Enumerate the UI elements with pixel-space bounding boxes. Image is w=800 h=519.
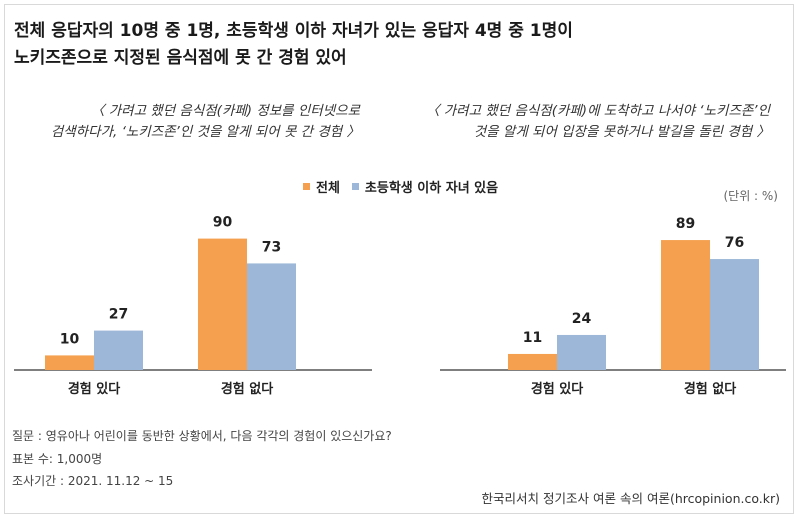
data-label-panel2-1-series2: 24 <box>572 311 592 327</box>
data-label-panel2-1-series1: 11 <box>523 330 542 346</box>
sample-size: 표본 수: 1,000명 <box>12 451 103 466</box>
category-label-panel1-2: 경험 없다 <box>221 381 273 397</box>
survey-notes: 질문 : 영유아나 어린이를 동반한 상황에서, 다음 각각의 경험이 있으신가… <box>12 425 392 493</box>
legend-item-total: 전체 <box>303 177 340 196</box>
bar-panel1-1-series2 <box>94 330 143 370</box>
legend-item-parents: 초등학생 이하 자녀 있음 <box>351 177 499 196</box>
chart-frame <box>4 4 794 514</box>
right-panel-subtitle: 〈 가려고 했던 음식점(카페)에 도착하고 나서야 ‘노키즈존’인 것을 알게… <box>400 101 770 143</box>
left-subtitle-line2: 검색하다가, ‘노키즈존’인 것을 알게 되어 못 간 경험 〉 <box>50 124 360 140</box>
chart-title: 전체 응답자의 10명 중 1명, 초등학생 이하 자녀가 있는 응답자 4명 … <box>14 18 573 72</box>
category-label-panel2-1: 경험 있다 <box>531 381 583 397</box>
bar-panel2-1-series1 <box>508 353 557 370</box>
category-label-panel1-1: 경험 있다 <box>68 381 120 397</box>
data-label-panel1-1-series2: 27 <box>109 307 128 323</box>
unit-label: (단위 : %) <box>723 189 778 203</box>
bar-panel2-1-series2 <box>557 334 606 370</box>
bar-panel1-1-series1 <box>45 355 94 370</box>
left-panel-subtitle: 〈 가려고 했던 음식점(카페) 정보를 인터넷으로 검색하다가, ‘노키즈존’… <box>20 101 360 143</box>
survey-question: 질문 : 영유아나 어린이를 동반한 상황에서, 다음 각각의 경험이 있으신가… <box>12 429 392 443</box>
category-label-panel2-2: 경험 없다 <box>684 381 736 397</box>
legend-label-total: 전체 <box>316 181 340 196</box>
bar-panel2-2-series2 <box>710 259 759 370</box>
bar-panel2-2-series1 <box>661 240 710 370</box>
legend: 전체 초등학생 이하 자녀 있음 <box>303 177 510 196</box>
data-label-panel2-2-series1: 89 <box>676 216 695 232</box>
bar-panel1-2-series2 <box>247 263 296 370</box>
legend-swatch-total <box>303 183 310 190</box>
left-subtitle-line1: 〈 가려고 했던 음식점(카페) 정보를 인터넷으로 <box>90 103 360 119</box>
data-label-panel2-2-series2: 76 <box>725 235 744 251</box>
data-label-panel1-1-series1: 10 <box>60 331 80 347</box>
chart-title-line2: 노키즈존으로 지정된 음식점에 못 간 경험 있어 <box>14 48 347 68</box>
survey-period: 조사기간 : 2021. 11.12 ~ 15 <box>12 474 174 488</box>
data-label-panel1-2-series2: 73 <box>262 239 281 255</box>
right-subtitle-line2: 것을 알게 되어 입장을 못하거나 발길을 돌린 경험 〉 <box>473 124 770 140</box>
right-subtitle-line1: 〈 가려고 했던 음식점(카페)에 도착하고 나서야 ‘노키즈존’인 <box>425 103 770 119</box>
chart-title-line1: 전체 응답자의 10명 중 1명, 초등학생 이하 자녀가 있는 응답자 4명 … <box>14 21 573 41</box>
bar-panel1-2-series1 <box>198 238 247 370</box>
source-credit: 한국리서치 정기조사 여론 속의 여론(hrcopinion.co.kr) <box>481 491 780 506</box>
data-label-panel1-2-series1: 90 <box>213 215 233 231</box>
legend-label-parents: 초등학생 이하 자녀 있음 <box>364 181 499 196</box>
legend-swatch-parents <box>351 183 359 190</box>
